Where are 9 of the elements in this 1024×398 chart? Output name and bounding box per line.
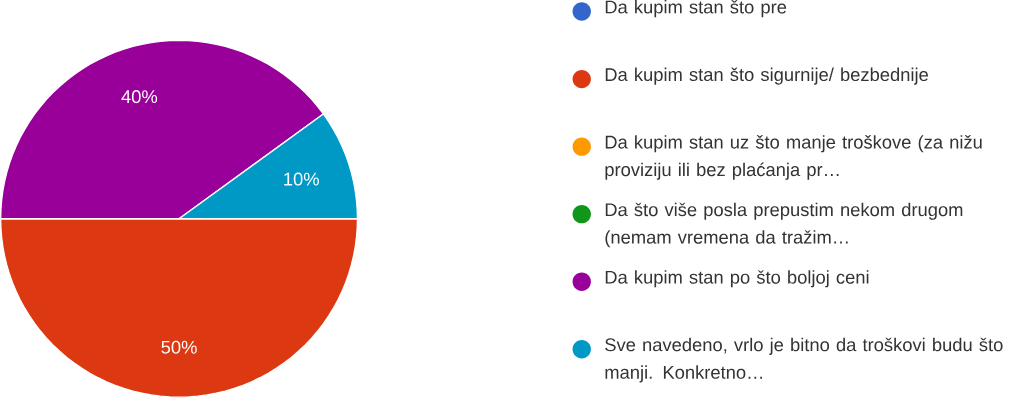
legend-label: Da kupim stan po što boljoj ceni xyxy=(605,270,869,288)
data-label: 40% xyxy=(121,90,158,104)
legend-label: Da kupim stan uz što manje troškove (za nižu proviziju ili bez plaćanja pr… xyxy=(605,135,982,180)
legend-label: Sve navedeno, vrlo je bitno da troškovi budu što manji. Konkretno… xyxy=(605,337,1003,383)
data-label: 50% xyxy=(161,340,197,354)
legend-label: Da kupim stan što pre xyxy=(605,0,787,18)
legend-label: Da kupim stan što sigurnije/ bezbednije xyxy=(605,67,928,85)
legend-label: Da što više posla prepustim nekom drugom (nemam vremena da tražim… xyxy=(605,202,963,248)
data-label: 10% xyxy=(284,172,319,186)
